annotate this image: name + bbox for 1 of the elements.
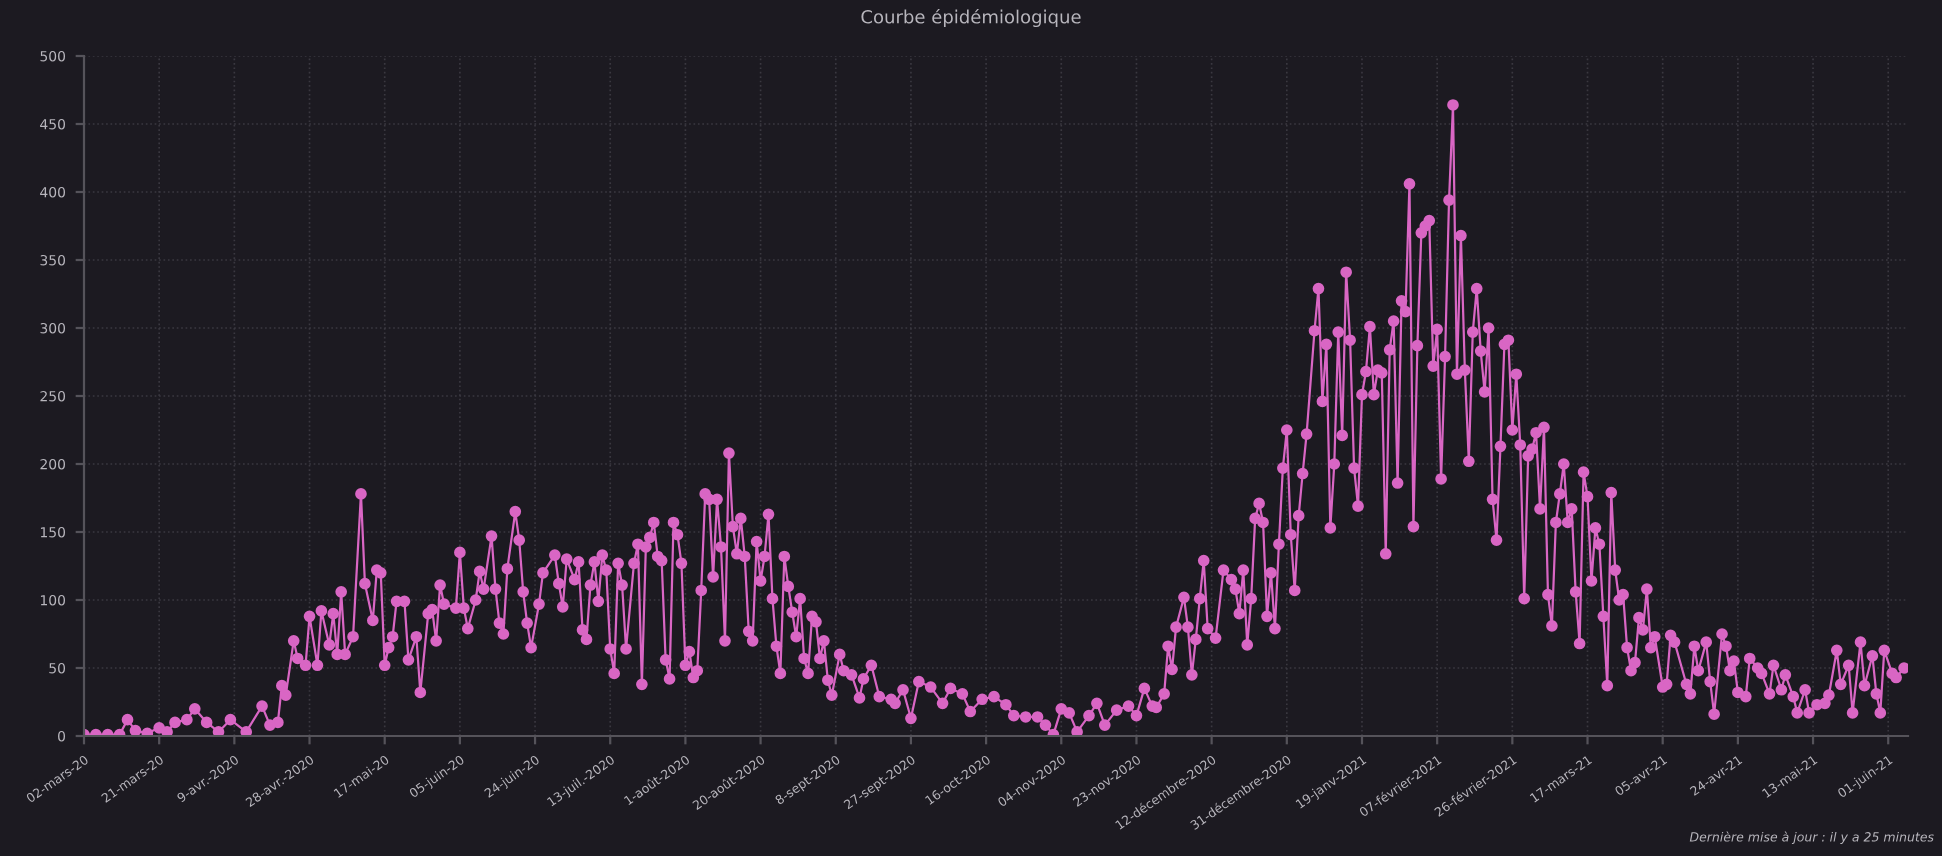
chart-title: Courbe épidémiologique <box>861 8 1081 28</box>
